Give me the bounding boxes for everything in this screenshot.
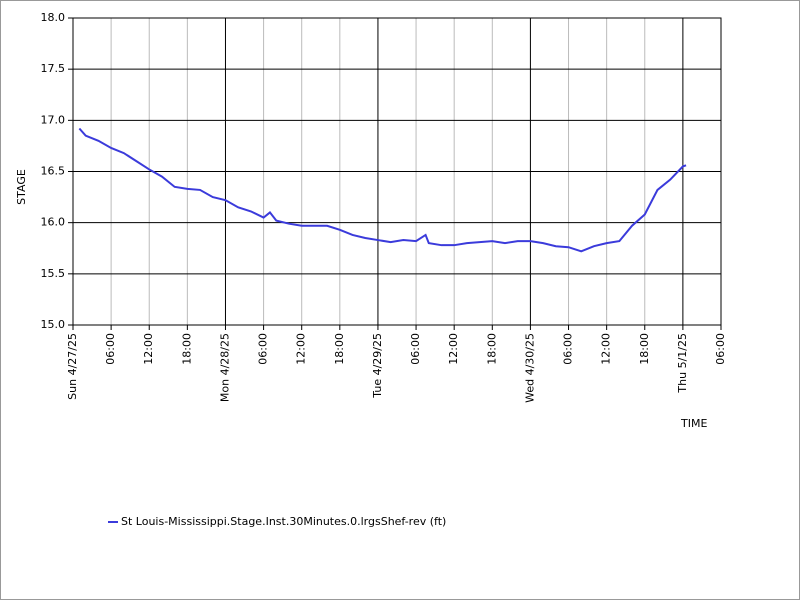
x-tick-label: 06:00 (714, 333, 727, 365)
x-tick-label: Tue 4/29/25 (371, 333, 384, 399)
x-tick-label: 12:00 (600, 333, 613, 365)
x-tick-label: 06:00 (409, 333, 422, 365)
x-tick-label: Thu 5/1/25 (676, 333, 689, 394)
x-tick-label: Sun 4/27/25 (66, 333, 79, 400)
x-tick-label: 18:00 (333, 333, 346, 365)
legend-label: St Louis-Mississippi.Stage.Inst.30Minute… (121, 515, 446, 528)
data-line (78, 127, 687, 253)
x-axis-label: TIME (680, 417, 707, 430)
y-tick-label: 17.5 (41, 62, 66, 75)
x-tick-label: 12:00 (447, 333, 460, 365)
x-tick-label: 12:00 (142, 333, 155, 365)
x-tick-label: 06:00 (104, 333, 117, 365)
x-tick-label: 06:00 (257, 333, 270, 365)
x-tick-label: 12:00 (295, 333, 308, 365)
x-tick-label: 18:00 (180, 333, 193, 365)
x-tick-label: 06:00 (562, 333, 575, 365)
x-tick-label: 18:00 (485, 333, 498, 365)
x-tick-label: 18:00 (638, 333, 651, 365)
x-tick-label: Wed 4/30/25 (523, 333, 536, 403)
plot-frame (72, 17, 722, 326)
y-tick-label: 15.0 (41, 318, 66, 331)
y-tick-label: 15.5 (41, 267, 66, 280)
y-tick-label: 16.0 (41, 216, 66, 229)
y-tick-label: 18.0 (41, 11, 66, 24)
y-axis-label: STAGE (15, 169, 28, 205)
y-tick-label: 16.5 (41, 165, 66, 178)
x-tick-label: Mon 4/28/25 (218, 333, 231, 402)
y-tick-label: 17.0 (41, 113, 66, 126)
